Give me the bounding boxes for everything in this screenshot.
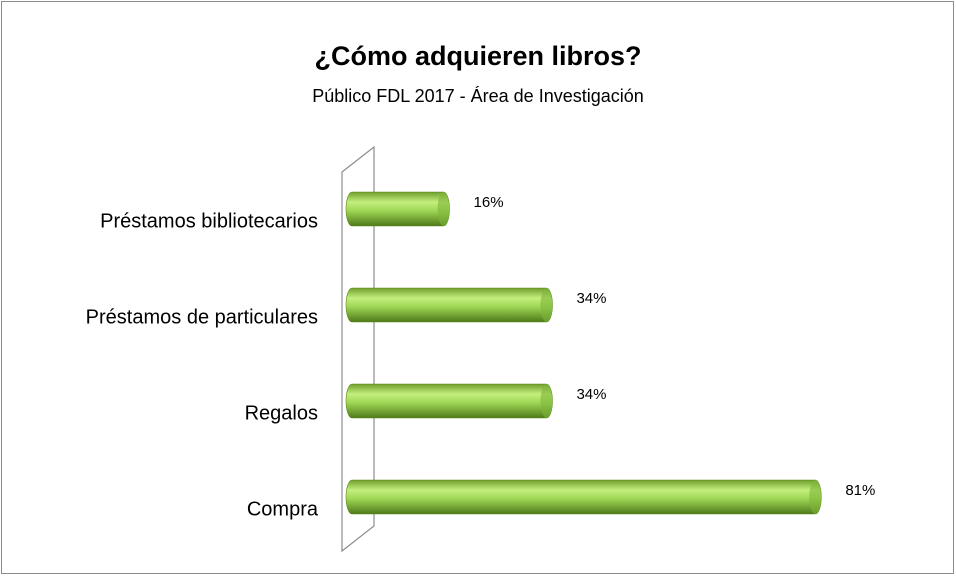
category-label: Compra — [247, 498, 319, 520]
category-label: Préstamos de particulares — [86, 306, 318, 328]
bar — [345, 287, 553, 323]
bar — [345, 191, 450, 227]
data-label: 81% — [845, 482, 875, 499]
bar-cap — [540, 288, 553, 322]
back-wall — [341, 145, 375, 553]
data-label: 16% — [474, 194, 504, 211]
bar — [345, 479, 822, 515]
category-label: Regalos — [245, 402, 318, 424]
chart-title: ¿Cómo adquieren libros? — [314, 41, 641, 71]
bar-cap — [437, 192, 450, 226]
bar — [345, 383, 553, 419]
bar-cap — [540, 384, 553, 418]
category-label: Préstamos bibliotecarios — [100, 210, 318, 232]
data-label: 34% — [576, 386, 606, 403]
chart-subtitle: Público FDL 2017 - Área de Investigación — [312, 86, 644, 106]
bar-cap — [809, 480, 822, 514]
data-label: 34% — [576, 290, 606, 307]
